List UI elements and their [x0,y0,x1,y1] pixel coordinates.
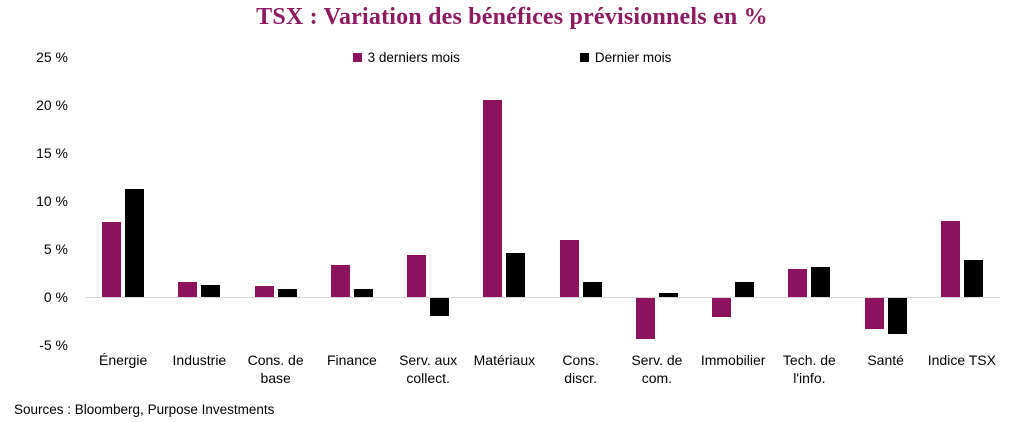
legend-item-3-derniers-mois: 3 derniers mois [352,50,460,65]
bar [940,221,960,297]
bar [254,286,274,297]
y-tick-label: 15 % [36,145,68,161]
legend-swatch-series1 [352,53,362,62]
x-axis-label: Énergie [98,352,148,368]
bar [506,253,526,297]
x-axis: Énergie Industrie Cons. de base Finance Serv… [85,352,1000,387]
bar-group [238,57,314,345]
legend: 3 derniers mois Dernier mois [0,50,1024,65]
bar-group [390,57,466,345]
bar [811,267,831,297]
y-axis: 25 % 20 % 15 % 10 % 5 % 0 % -5 % [18,49,68,353]
legend-label-series2: Dernier mois [594,50,672,65]
bar-group [848,57,924,345]
bar-group [85,57,161,345]
bar [430,298,450,316]
zero-baseline [85,297,1000,298]
bar-group [543,57,619,345]
legend-item-dernier-mois: Dernier mois [579,50,672,65]
source-note: Sources : Bloomberg, Purpose Investments [14,402,275,417]
bar [887,298,907,334]
y-tick-label: -5 % [39,337,68,353]
bar [178,282,198,297]
x-axis-label: Tech. de l'info. [782,352,836,386]
bar [277,289,297,297]
bar-group [314,57,390,345]
x-axis-label: Serv. aux collect. [399,352,458,386]
bar [559,240,579,297]
plot-area [85,57,1000,345]
bar-group [161,57,237,345]
bar-group [466,57,542,345]
bar [102,222,122,297]
x-axis-label: Santé [867,352,904,368]
bar [788,269,808,297]
bar [201,285,221,297]
x-axis-label: Industrie [172,352,227,368]
x-axis-label: Indice TSX [927,352,996,368]
bar-group [924,57,1000,345]
bar-group [619,57,695,345]
legend-label-series1: 3 derniers mois [367,50,460,65]
bar [483,100,503,297]
x-axis-label: Cons. de base [247,352,304,386]
bar-groups [85,57,1000,345]
bar-group [771,57,847,345]
bar [330,265,350,297]
x-axis-label: Cons. discr. [562,352,599,386]
y-tick-label: 5 % [43,241,68,257]
bar [582,282,602,297]
y-tick-label: 10 % [36,193,68,209]
bar [712,298,732,317]
x-axis-label: Serv. de com. [631,352,683,386]
bar [963,260,983,297]
y-tick-label: 0 % [43,289,68,305]
x-axis-label: Immobilier [700,352,766,368]
bar-group [695,57,771,345]
bar [735,282,755,297]
bar [407,255,427,297]
y-tick-label: 20 % [36,97,68,113]
legend-swatch-series2 [579,53,589,62]
bar [864,298,884,329]
x-axis-label: Finance [326,352,377,368]
y-tick-label: 25 % [36,49,68,65]
bar [353,289,373,297]
bar [125,189,145,297]
x-axis-label: Matériaux [473,352,536,368]
bar [658,293,678,297]
chart-title: TSX : Variation des bénéfices prévisionn… [256,4,768,30]
bar [635,298,655,339]
